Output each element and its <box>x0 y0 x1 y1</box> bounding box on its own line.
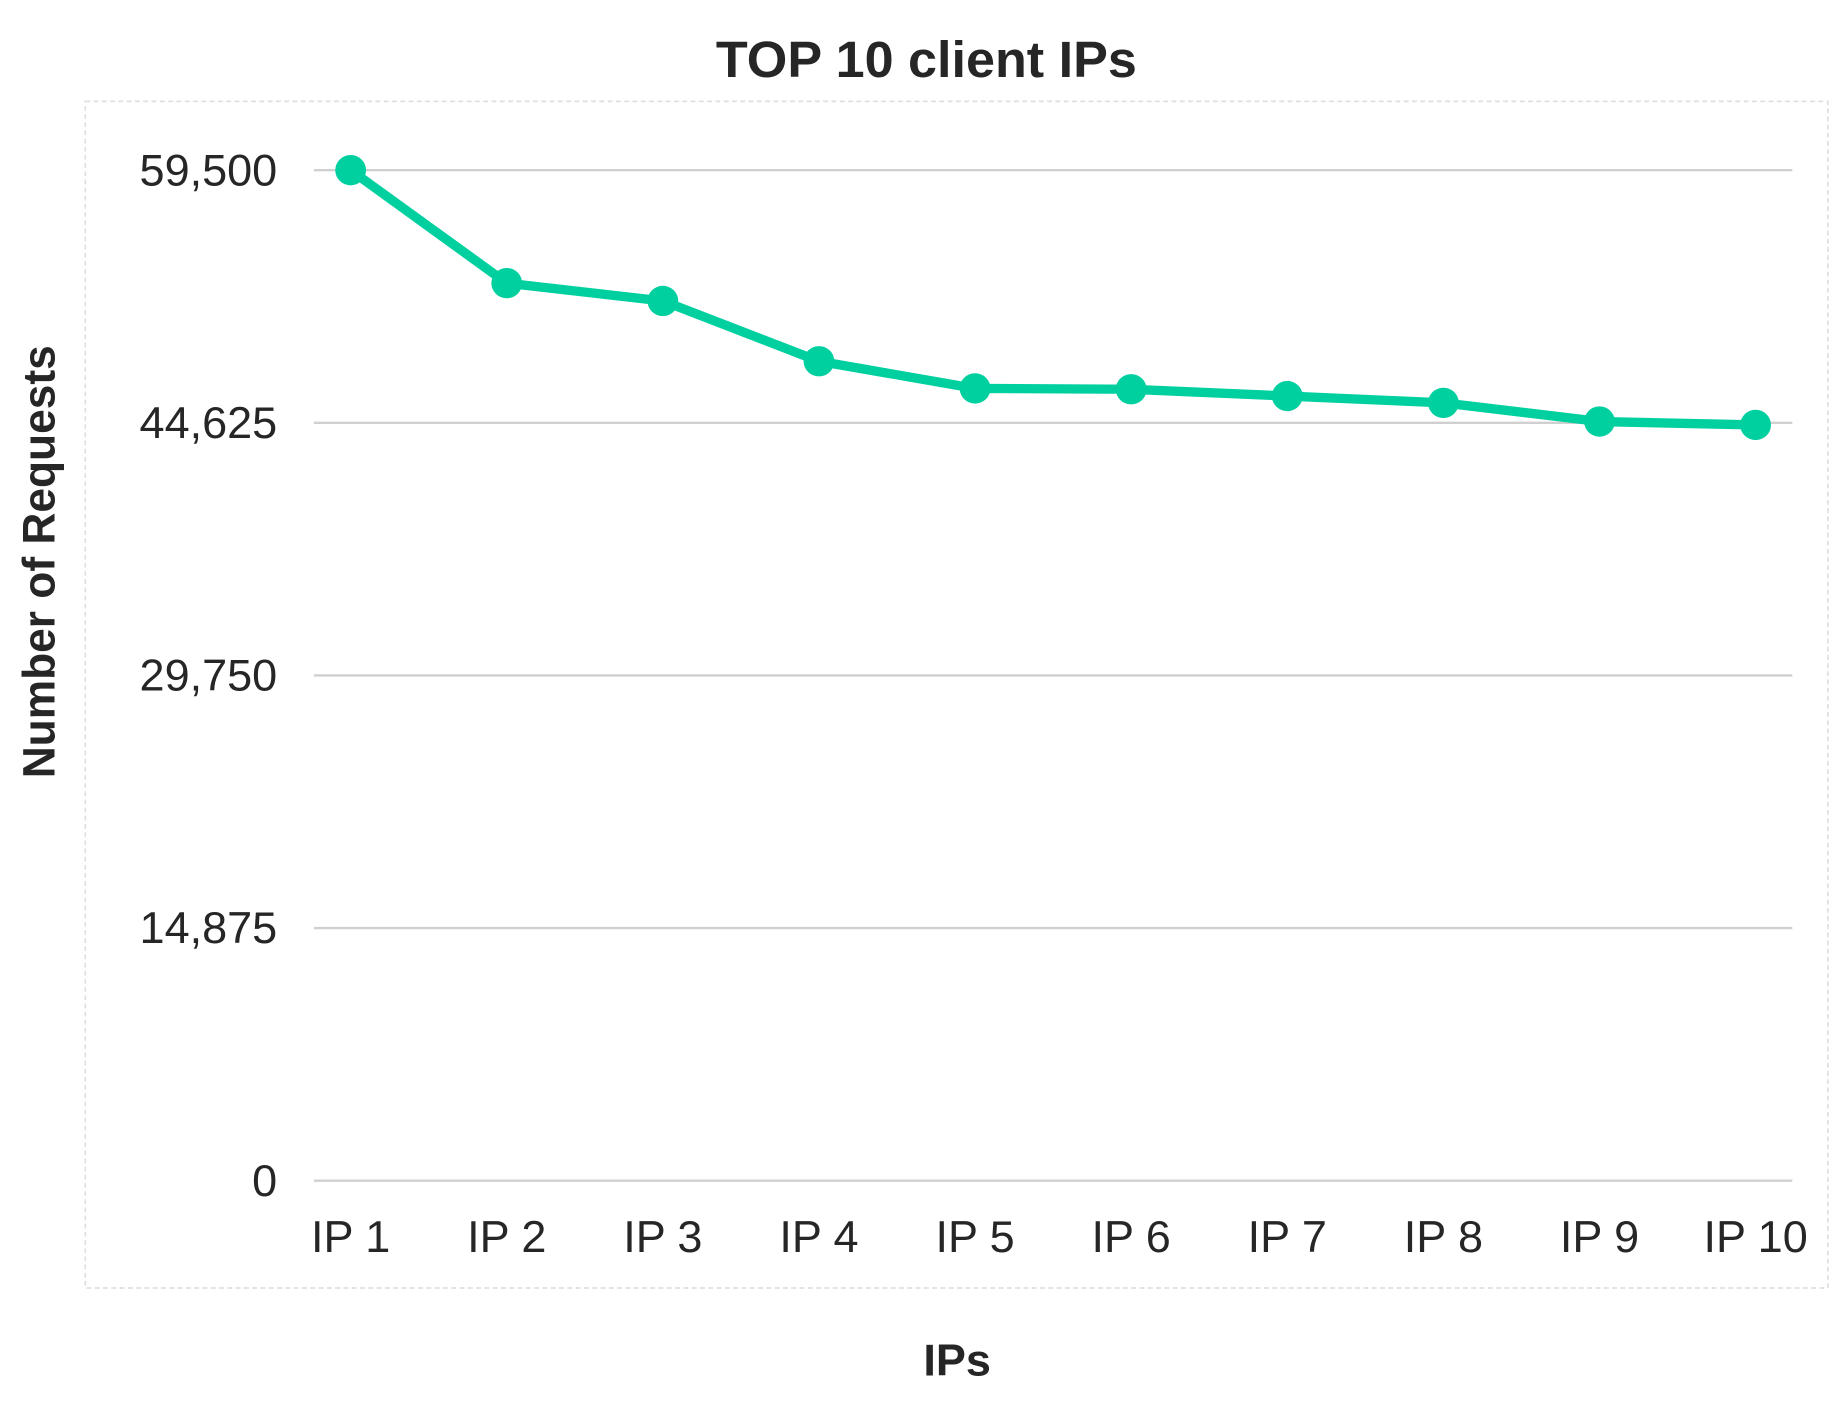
y-axis-title: Number of Requests <box>15 345 64 778</box>
data-point-4 <box>803 346 835 377</box>
y-tick-label: 44,625 <box>140 399 278 448</box>
x-tick-label: IP 7 <box>1248 1213 1327 1262</box>
x-tick-label: IP 6 <box>1092 1213 1171 1262</box>
data-point-9 <box>1584 406 1615 437</box>
data-point-7 <box>1271 380 1303 412</box>
data-point-5 <box>959 373 991 404</box>
y-tick-label: 14,875 <box>140 905 278 954</box>
x-tick-label: IP 2 <box>467 1213 546 1262</box>
plot-frame <box>84 100 1829 1289</box>
data-point-8 <box>1427 387 1459 419</box>
x-tick-label: IP 3 <box>623 1213 702 1262</box>
series-line <box>347 166 1756 430</box>
x-tick-label: IP 8 <box>1404 1213 1483 1262</box>
gridlines <box>313 169 1793 1182</box>
chart-title: TOP 10 client IPs <box>716 30 1137 88</box>
x-tick-label: IP 4 <box>779 1213 858 1262</box>
data-point-6 <box>1115 374 1147 405</box>
data-point-3 <box>647 285 679 317</box>
data-point-1 <box>335 155 367 186</box>
x-tick-label: IP 10 <box>1703 1213 1807 1262</box>
y-tick-label: 59,500 <box>140 147 278 196</box>
x-tick-label: IP 9 <box>1560 1213 1639 1262</box>
series-points <box>335 155 1771 441</box>
x-tick-labels: IP 1 IP 2 IP 3 IP 4 IP 5 IP 6 IP 7 IP 8 IP 9 IP 1… <box>311 1213 1808 1262</box>
series-polyline <box>347 166 1756 430</box>
data-point-10 <box>1740 409 1771 441</box>
y-tick-label: 29,750 <box>140 652 278 701</box>
data-point-2 <box>491 267 523 299</box>
x-tick-label: IP 5 <box>935 1213 1014 1262</box>
x-axis-title: IPs <box>923 1337 991 1386</box>
y-tick-label: 0 <box>252 1157 277 1206</box>
x-tick-label: IP 1 <box>311 1213 390 1262</box>
y-tick-labels: 0 14,875 29,750 44,625 59,500 <box>140 147 278 1206</box>
